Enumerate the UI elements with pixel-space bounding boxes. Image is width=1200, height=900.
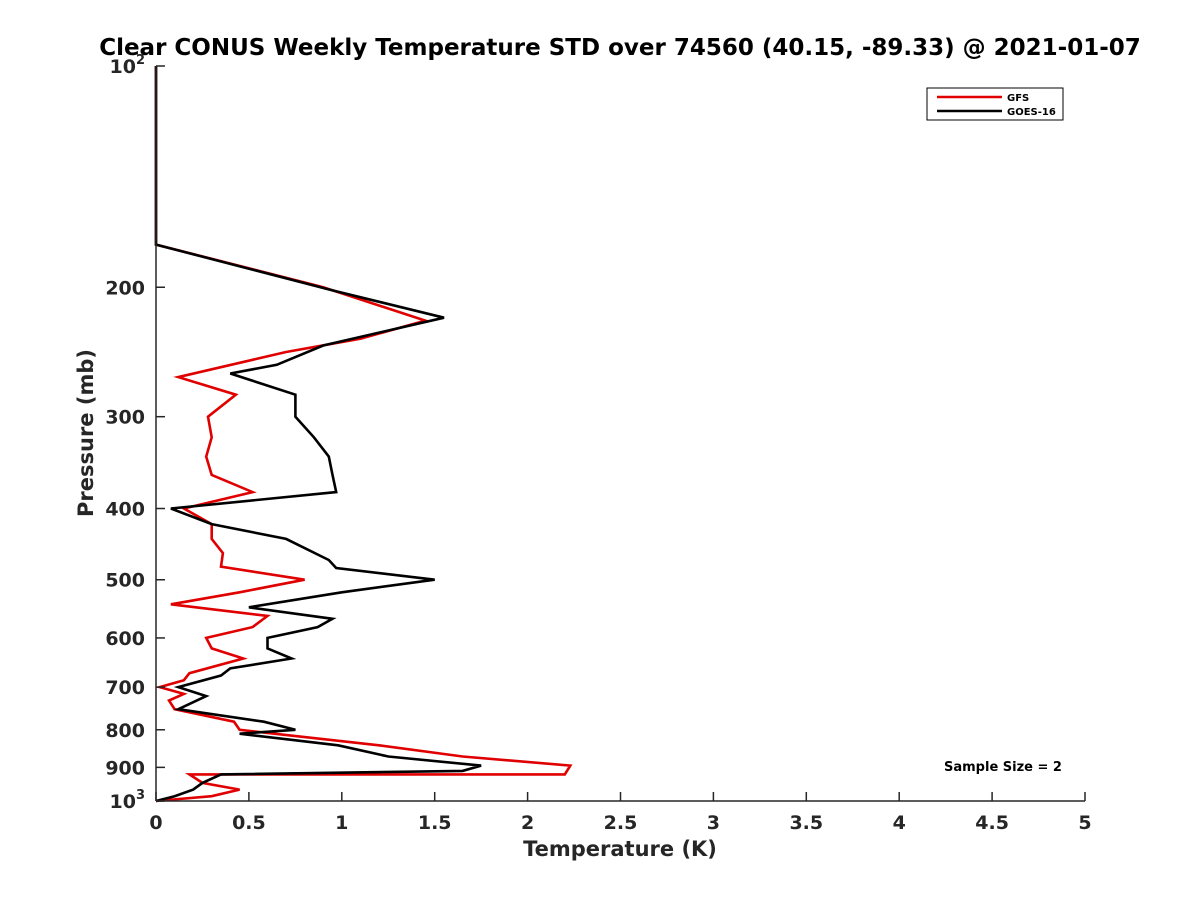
- legend: GFS GOES-16: [926, 87, 1064, 121]
- y-tick-label: 300: [105, 407, 145, 429]
- y-tick-label: 103: [110, 788, 146, 813]
- y-axis-ticks: 102 200 300 400 500 600 700 800 900 103: [105, 53, 165, 813]
- y-tick-label: 200: [105, 277, 145, 299]
- x-tick-label: 4.5: [975, 812, 1009, 834]
- y-tick-label: 900: [105, 757, 145, 779]
- sample-size-annotation: Sample Size = 2: [944, 760, 1062, 775]
- x-tick-label: 0: [149, 812, 162, 834]
- series-layer: [154, 66, 573, 803]
- y-tick-label: 700: [105, 677, 145, 699]
- x-tick-label: 0.5: [232, 812, 266, 834]
- legend-label-goes16: GOES-16: [1007, 107, 1056, 118]
- y-tick-label: 400: [105, 499, 145, 521]
- y-tick-label: 500: [105, 570, 145, 592]
- x-tick-label: 2.5: [604, 812, 638, 834]
- x-tick-label: 2: [521, 812, 534, 834]
- x-tick-label: 5: [1078, 812, 1091, 834]
- legend-box: [926, 87, 1064, 121]
- y-tick-label: 800: [105, 720, 145, 742]
- x-tick-label: 1.5: [418, 812, 452, 834]
- chart-title: Clear CONUS Weekly Temperature STD over …: [99, 35, 1141, 61]
- plot-area: [156, 66, 1085, 801]
- series-line-gfs: [154, 66, 573, 803]
- x-axis-ticks: 0 0.5 1 1.5 2 2.5 3 3.5 4 4.5 5: [149, 792, 1092, 834]
- x-tick-label: 1: [335, 812, 348, 834]
- y-tick-label: 600: [105, 628, 145, 650]
- series-line-goes-16: [154, 66, 482, 803]
- x-tick-label: 3.5: [789, 812, 823, 834]
- x-tick-label: 3: [707, 812, 720, 834]
- y-tick-label: 102: [110, 53, 146, 78]
- legend-label-gfs: GFS: [1007, 93, 1029, 104]
- x-axis-label: Temperature (K): [523, 837, 717, 861]
- x-tick-label: 4: [893, 812, 906, 834]
- y-axis-label: Pressure (mb): [74, 349, 98, 517]
